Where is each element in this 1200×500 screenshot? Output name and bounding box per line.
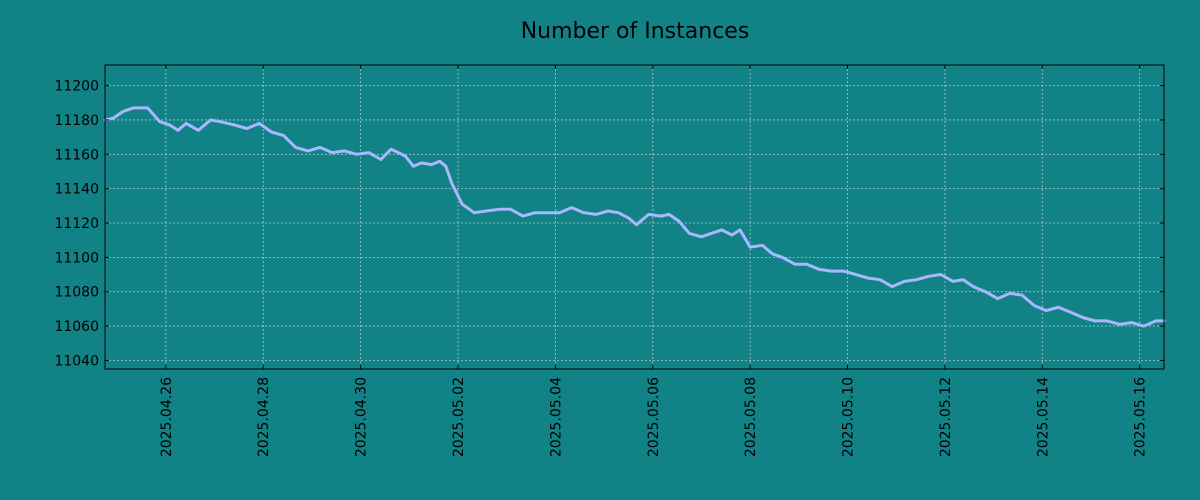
y-tick-label: 11100 (54, 250, 99, 266)
x-tick-label: 2025.05.06 (646, 377, 662, 457)
chart-title: Number of Instances (521, 19, 750, 44)
x-axis-tick-labels: 2025.04.26 2025.04.28 2025.04.30 2025.05.02… (159, 377, 1149, 457)
y-tick-label: 11120 (54, 216, 99, 232)
y-axis-tick-labels: 11040 11060 11080 11100 11120 11140 11160 11180… (54, 79, 99, 370)
x-tick-label: 2025.04.28 (256, 377, 272, 457)
x-tick-label: 2025.04.26 (159, 377, 175, 457)
series-line (103, 106, 1166, 328)
x-tick-label: 2025.05.16 (1133, 377, 1149, 457)
y-tick-label: 11200 (54, 79, 99, 95)
y-tick-label: 11040 (54, 353, 99, 369)
plot-frame (104, 64, 1165, 370)
x-tick-label: 2025.04.30 (354, 377, 370, 457)
y-tick-label: 11060 (54, 319, 99, 335)
tick-marks (105, 65, 1164, 369)
x-tick-label: 2025.05.04 (548, 377, 564, 457)
x-tick-label: 2025.05.12 (938, 377, 954, 457)
y-tick-label: 11080 (54, 285, 99, 301)
x-tick-label: 2025.05.10 (841, 377, 857, 457)
y-tick-label: 11180 (54, 113, 99, 129)
x-tick-label: 2025.05.14 (1035, 377, 1051, 457)
y-tick-label: 11160 (54, 147, 99, 163)
series-group (103, 106, 1166, 328)
x-tick-label: 2025.05.08 (743, 377, 759, 457)
x-tick-label: 2025.05.02 (451, 377, 467, 457)
y-tick-label: 11140 (54, 182, 99, 198)
